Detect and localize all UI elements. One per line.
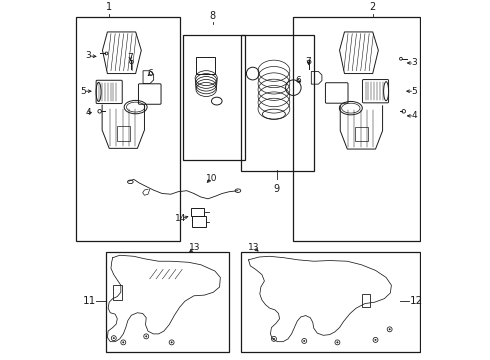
Bar (113, 285, 122, 300)
Text: 9: 9 (274, 184, 280, 194)
Text: 6: 6 (147, 69, 153, 78)
Bar (242, 252, 419, 352)
Circle shape (273, 338, 274, 339)
Text: 3: 3 (412, 58, 417, 67)
Circle shape (171, 342, 172, 343)
Text: 1: 1 (106, 2, 112, 12)
Text: 13: 13 (189, 243, 201, 252)
Text: 12: 12 (410, 296, 423, 306)
Text: 4: 4 (412, 111, 417, 120)
Text: 6: 6 (295, 76, 301, 85)
Circle shape (122, 342, 124, 343)
Bar (106, 252, 229, 352)
Bar (192, 216, 206, 227)
Bar (75, 17, 180, 241)
Circle shape (113, 337, 115, 339)
Bar (362, 294, 370, 307)
Text: 3: 3 (85, 51, 91, 60)
Bar (183, 35, 245, 160)
Text: 10: 10 (206, 174, 217, 183)
Circle shape (146, 336, 147, 337)
Bar (242, 35, 314, 171)
Bar (355, 127, 368, 141)
Text: 4: 4 (85, 108, 91, 117)
Bar (293, 17, 419, 241)
Bar (196, 57, 215, 73)
Bar (191, 208, 204, 216)
Text: 7: 7 (306, 57, 311, 66)
Text: 8: 8 (210, 11, 216, 21)
Circle shape (375, 339, 376, 341)
Text: 7: 7 (127, 53, 133, 62)
Text: 2: 2 (369, 2, 376, 12)
Text: 5: 5 (412, 87, 417, 96)
Bar (117, 126, 130, 141)
Circle shape (389, 329, 391, 330)
Circle shape (304, 340, 305, 342)
Text: 13: 13 (248, 243, 259, 252)
Circle shape (337, 342, 338, 343)
Text: 14: 14 (175, 215, 187, 224)
Text: 5: 5 (80, 87, 86, 96)
Text: 11: 11 (82, 296, 96, 306)
